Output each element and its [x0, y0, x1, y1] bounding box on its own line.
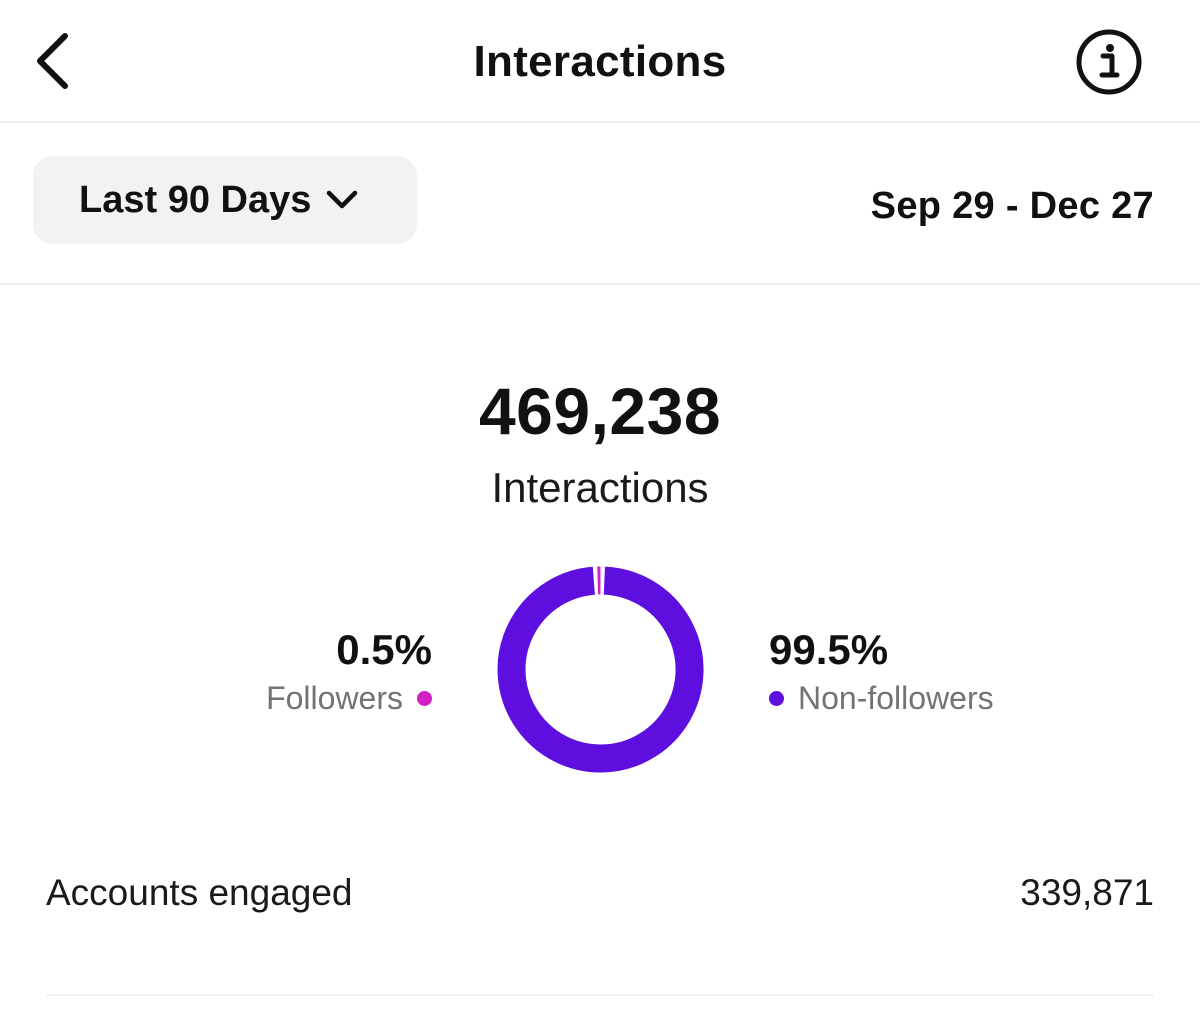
- non-followers-legend-dot: [769, 690, 784, 706]
- followers-legend-dot: [417, 690, 432, 706]
- audience-donut-chart: [497, 566, 704, 773]
- chevron-down-icon: [327, 190, 358, 209]
- non-followers-legend: Non-followers: [769, 676, 994, 720]
- followers-legend-label: Followers: [266, 680, 403, 716]
- non-followers-stat: 99.5% Non-followers: [769, 624, 994, 720]
- non-followers-legend-label: Non-followers: [798, 680, 994, 716]
- non-followers-percent: 99.5%: [769, 626, 889, 673]
- filter-bar: Last 90 Days Sep 29 - Dec 27: [0, 123, 1200, 285]
- date-range-dropdown-label: Last 90 Days: [79, 179, 312, 221]
- top-bar: Interactions: [0, 0, 1200, 123]
- info-icon: [1076, 29, 1142, 95]
- followers-legend: Followers: [266, 676, 432, 720]
- back-button[interactable]: [24, 26, 84, 96]
- total-interactions-value: 469,238: [478, 374, 722, 448]
- total-interactions-label: Interactions: [491, 464, 709, 511]
- followers-stat: 0.5% Followers: [266, 624, 432, 720]
- non-followers-arc: [497, 566, 704, 773]
- chevron-left-icon: [37, 33, 68, 89]
- metric-row-accounts-engaged: Accounts engaged 339,871: [46, 866, 1154, 926]
- followers-percent: 0.5%: [336, 626, 432, 673]
- metric-value: 339,871: [1020, 872, 1154, 913]
- info-button[interactable]: [1074, 27, 1144, 97]
- date-range-dropdown[interactable]: Last 90 Days: [33, 156, 417, 244]
- date-range-text: Sep 29 - Dec 27: [870, 185, 1154, 227]
- page-title: Interactions: [473, 37, 727, 86]
- metric-label: Accounts engaged: [46, 872, 353, 913]
- divider: [46, 994, 1154, 996]
